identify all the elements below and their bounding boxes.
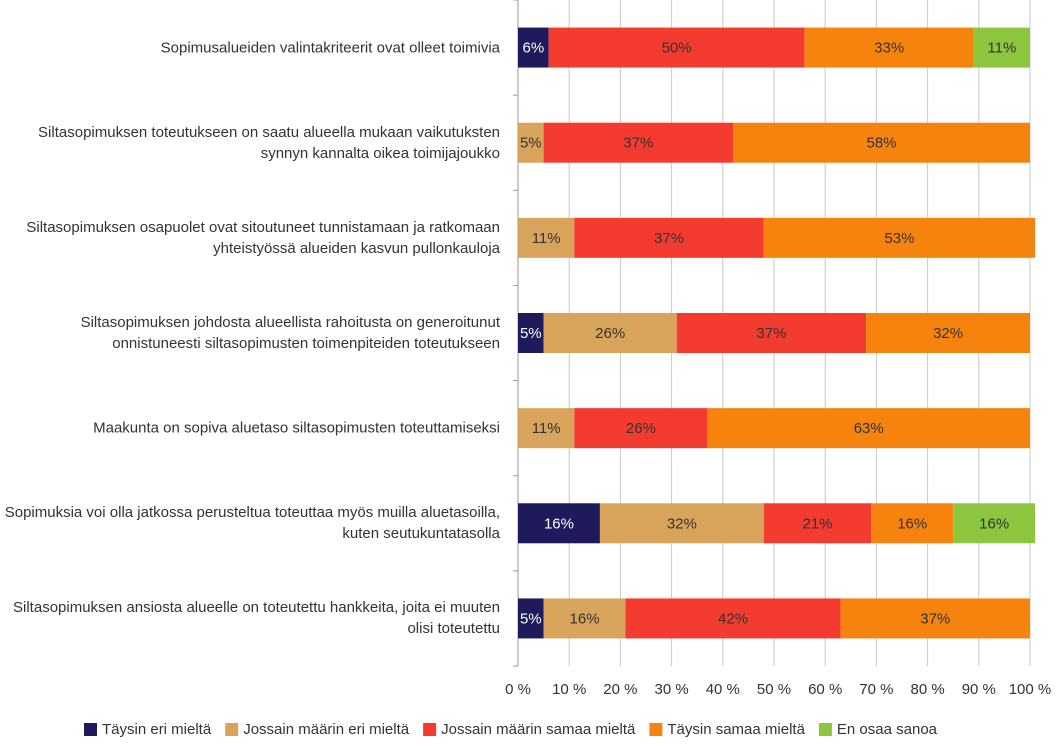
data-label: 11% [987,40,1016,57]
bar-segment [548,27,805,68]
data-label: 26% [595,325,625,342]
legend-label: Jossain määrin samaa mieltä [441,721,636,738]
category-label: Sopimuksia voi olla jatkossa perusteltua… [4,504,500,543]
bar-segment [518,598,544,639]
bar-segment [733,122,1030,163]
data-label: 42% [718,610,748,627]
category-label: Siltasopimuksen toteutukseen on saatu al… [38,123,500,162]
data-label: 37% [756,325,786,342]
data-label: 37% [654,230,684,247]
legend-label: Jossain määrin eri mieltä [243,721,410,738]
data-label: 50% [662,40,692,57]
bar-segment [518,408,575,449]
category-label: Siltasopimuksen osapuolet ovat sitoutune… [26,218,500,257]
data-label: 16% [544,515,574,532]
data-label: 5% [520,135,542,152]
x-tick-label: 0 % [505,681,531,698]
bar-segment [676,313,867,353]
bar-segment [518,503,600,544]
bar-segment [599,503,764,544]
x-tick-label: 100 % [1009,681,1052,698]
data-label: 32% [667,515,697,532]
bar-segment [707,408,1030,449]
data-label: 37% [920,610,950,627]
legend-label: En osaa sanoa [837,721,938,738]
legend-label: Täysin eri mieltä [102,721,212,738]
category-label: Siltasopimuksen ansiosta alueelle on tot… [13,599,500,638]
legend-swatch [225,723,239,736]
data-label: 32% [933,325,963,342]
legend-swatch [649,723,663,736]
category-label: Sopimusalueiden valintakriteerit ovat ol… [160,39,500,57]
x-tick-label: 90 % [962,681,996,698]
data-label: 26% [626,420,656,437]
data-label: 11% [532,230,561,247]
bar-segment [973,27,1030,68]
x-tick-label: 70 % [859,681,893,698]
bar-segment [518,122,544,163]
bar-segment [574,217,764,258]
data-label: 53% [884,230,914,247]
x-tick-label: 30 % [654,681,688,698]
x-tick-label: 40 % [706,681,740,698]
bar-segment [543,313,677,353]
bar-segment [763,503,872,544]
data-label: 11% [532,420,561,437]
data-label: 33% [874,40,904,57]
x-tick-label: 10 % [552,681,586,698]
bar-segment [871,503,954,544]
legend-label: Täysin samaa mieltä [667,721,805,738]
bar-segment [804,27,974,68]
category-label: Maakunta on sopiva aluetaso siltasopimus… [93,419,500,437]
data-label: 16% [897,515,927,532]
bar-segment [543,598,626,639]
legend-swatch [423,723,437,736]
data-label: 16% [979,515,1009,532]
data-label: 16% [570,610,600,627]
x-tick-label: 80 % [910,681,944,698]
data-label: 37% [623,135,653,152]
data-label: 5% [520,325,542,342]
legend-swatch [84,723,97,736]
x-tick-label: 20 % [603,681,637,698]
bar-segment [574,408,708,449]
bar-segment [543,122,734,163]
bar-segment [518,27,549,68]
bar-segment [763,217,1036,258]
bar-segment [953,503,1036,544]
data-label: 6% [523,40,545,57]
bar-segment [518,313,544,353]
bar-segment [518,217,575,258]
data-label: 63% [854,420,884,437]
data-label: 5% [520,610,542,627]
legend-swatch [818,723,832,736]
bar-segment [625,598,841,639]
data-label: 21% [803,515,833,532]
category-label: Siltasopimuksen johdosta alueellista rah… [80,314,500,352]
bar-segment [840,598,1030,639]
x-tick-label: 60 % [808,681,842,698]
bar-segment [866,313,1030,353]
x-tick-label: 50 % [757,681,791,698]
data-label: 58% [867,135,897,152]
